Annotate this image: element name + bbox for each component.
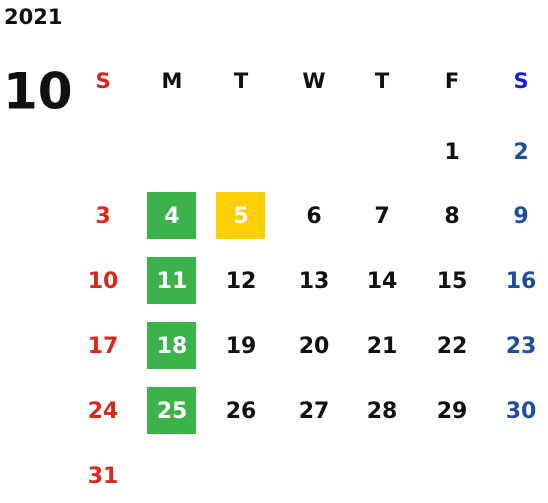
- day-number: 2: [513, 140, 528, 165]
- day-number: 27: [299, 399, 330, 424]
- day-number: 23: [506, 334, 537, 359]
- day-highlight: [147, 257, 196, 304]
- day-number: 13: [299, 269, 330, 294]
- day-number: 20: [299, 334, 330, 359]
- day-number: 6: [306, 204, 321, 229]
- day-highlight: [216, 192, 265, 239]
- day-number: 16: [506, 269, 537, 294]
- weekday-label: F: [445, 69, 459, 93]
- day-number: 9: [513, 204, 528, 229]
- weekday-label: T: [234, 69, 249, 93]
- day-number: 10: [88, 269, 119, 294]
- month: 10: [3, 63, 73, 121]
- day-number: 14: [367, 269, 398, 294]
- day-number: 1: [444, 140, 459, 165]
- day-number: 29: [437, 399, 468, 424]
- day-number: 24: [88, 399, 119, 424]
- day-number: 5: [233, 204, 248, 229]
- day-number: 11: [157, 269, 188, 294]
- weekday-label: T: [375, 69, 390, 93]
- day-number: 30: [506, 399, 537, 424]
- weekday-label: W: [302, 69, 325, 93]
- year: 2021: [4, 5, 62, 29]
- day-number: 4: [164, 204, 179, 229]
- day-highlight: [147, 192, 196, 239]
- day-number: 28: [367, 399, 398, 424]
- day-number: 12: [226, 269, 257, 294]
- day-number: 21: [367, 334, 398, 359]
- weekday-label: S: [513, 69, 528, 93]
- day-highlight: [147, 322, 196, 369]
- day-number: 8: [444, 204, 459, 229]
- day-number: 18: [157, 334, 188, 359]
- day-number: 22: [437, 334, 468, 359]
- day-number: 7: [374, 204, 389, 229]
- day-number: 26: [226, 399, 257, 424]
- day-highlight: [147, 387, 196, 434]
- day-number: 31: [88, 464, 119, 489]
- day-number: 25: [157, 399, 188, 424]
- day-number: 19: [226, 334, 257, 359]
- day-number: 3: [95, 204, 110, 229]
- day-number: 17: [88, 334, 119, 359]
- day-number: 15: [437, 269, 468, 294]
- weekday-label: S: [95, 69, 110, 93]
- weekday-label: M: [162, 69, 183, 93]
